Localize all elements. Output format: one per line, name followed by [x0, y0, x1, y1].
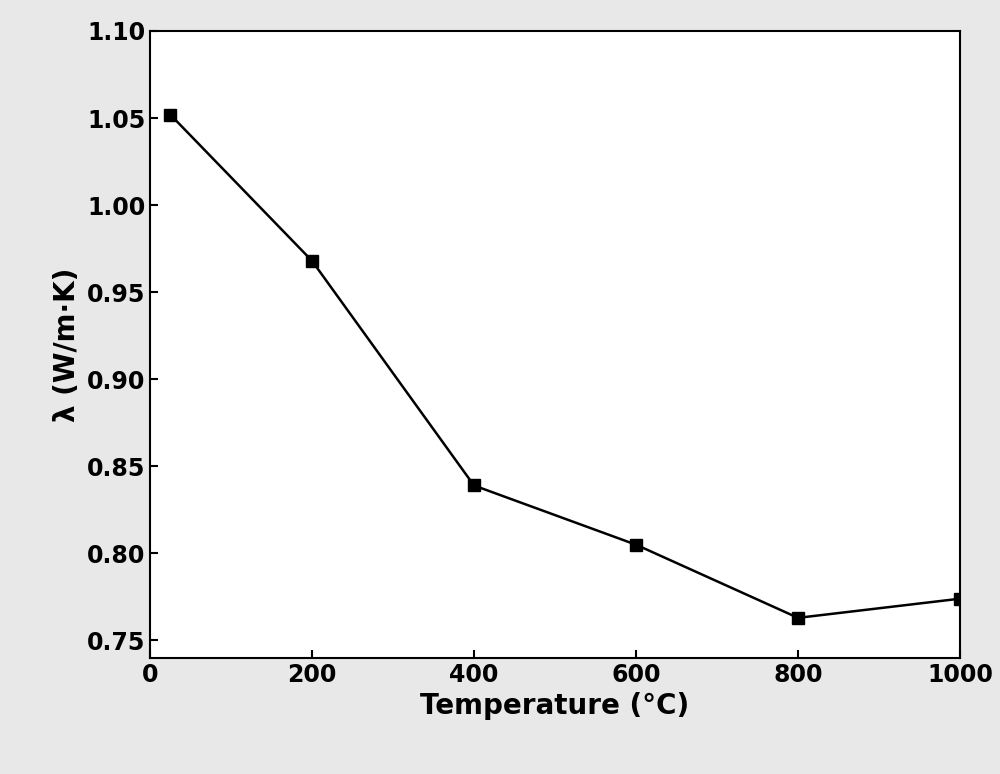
Y-axis label: λ (W/m·K): λ (W/m·K) — [53, 267, 81, 422]
X-axis label: Temperature (°C): Temperature (°C) — [420, 692, 690, 721]
